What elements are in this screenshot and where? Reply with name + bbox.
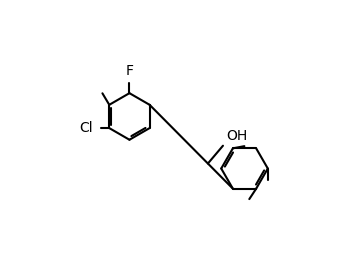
Text: F: F — [126, 64, 134, 78]
Text: OH: OH — [226, 129, 248, 143]
Text: Cl: Cl — [79, 121, 93, 135]
